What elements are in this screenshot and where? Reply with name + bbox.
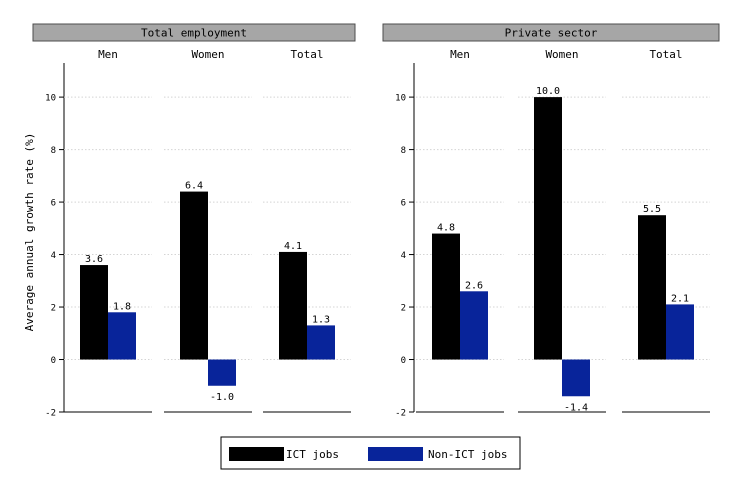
y-tick-label: 8 (51, 146, 56, 156)
y-tick-label: -2 (45, 409, 56, 419)
panel-1: Private sector -2 0 2 4 6 8 10 Men 4.8 2.6 Women 10.… (382, 23, 720, 419)
panel-title-strip (382, 23, 720, 42)
legend: ICT jobs Non-ICT jobs (220, 436, 521, 470)
group-label: Women (191, 48, 224, 61)
bar-non-ict-jobs (108, 312, 136, 360)
legend-label: ICT jobs (286, 448, 339, 461)
group-label: Men (98, 48, 118, 61)
bar-non-ict-jobs (208, 359, 236, 386)
panel-title: Total employment (141, 27, 247, 40)
bar-ict-jobs (180, 191, 208, 360)
y-axis-label: Average annual growth rate (%) (23, 133, 36, 332)
y-tick-label: 4 (401, 251, 406, 261)
y-tick-label: 10 (45, 94, 56, 104)
data-label: 3.6 (85, 254, 103, 265)
panel-title: Private sector (505, 27, 598, 40)
legend-swatch (368, 447, 423, 461)
data-label: 4.1 (284, 241, 302, 252)
data-label: -1.4 (564, 402, 588, 413)
data-label: 1.3 (312, 314, 330, 325)
bar-group: Men 4.8 2.6 (416, 48, 504, 413)
panel-title-strip (32, 23, 356, 42)
y-tick-label: 6 (401, 199, 406, 209)
data-label: 6.4 (185, 181, 203, 192)
data-label: 10.0 (536, 86, 560, 97)
y-tick-label: 2 (51, 304, 56, 314)
bar-non-ict-jobs (460, 291, 488, 360)
bar-non-ict-jobs (307, 325, 335, 360)
bar-group: Total 5.5 2.1 (622, 48, 710, 413)
y-tick-label: 6 (51, 199, 56, 209)
data-label: 2.6 (465, 280, 483, 291)
bar-ict-jobs (534, 97, 562, 360)
group-label: Total (290, 48, 323, 61)
data-label: 4.8 (437, 223, 455, 234)
bar-group: Total 4.1 1.3 (263, 48, 351, 413)
bar-ict-jobs (638, 215, 666, 360)
bar-ict-jobs (80, 265, 108, 360)
bar-group: Women 10.0 -1.4 (518, 48, 606, 413)
y-tick-label: 2 (401, 304, 406, 314)
bar-ict-jobs (432, 233, 460, 360)
y-tick-label: 4 (51, 251, 56, 261)
data-label: -1.0 (210, 392, 234, 403)
data-label: 5.5 (643, 204, 661, 215)
group-label: Total (649, 48, 682, 61)
bar-non-ict-jobs (666, 304, 694, 360)
y-tick-label: -2 (395, 409, 406, 419)
y-tick-label: 0 (401, 356, 406, 366)
legend-label: Non-ICT jobs (428, 448, 507, 461)
y-tick-label: 0 (51, 356, 56, 366)
bar-group: Women 6.4 -1.0 (164, 48, 252, 413)
bar-non-ict-jobs (562, 359, 590, 397)
y-tick-label: 8 (401, 146, 406, 156)
y-tick-label: 10 (395, 94, 406, 104)
legend-swatch (229, 447, 284, 461)
group-label: Men (450, 48, 470, 61)
data-label: 1.8 (113, 301, 131, 312)
panel-0: Total employment -2 0 2 4 6 8 10 Men 3.6 1.8 Women 6… (32, 23, 356, 419)
group-label: Women (545, 48, 578, 61)
bar-ict-jobs (279, 251, 307, 360)
data-label: 2.1 (671, 293, 689, 304)
bar-group: Men 3.6 1.8 (64, 48, 152, 413)
